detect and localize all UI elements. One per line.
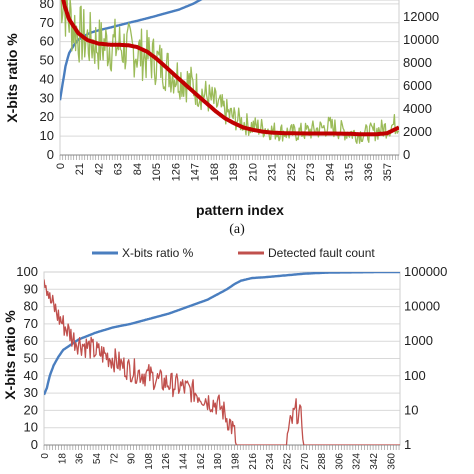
chart-a-x-tick-label: 42: [93, 163, 105, 175]
chart-b-x-tick-label: 36: [75, 453, 86, 465]
chart-b-y2-tick-label: 100000: [404, 264, 447, 279]
chart-a-x-tick-label: 315: [344, 163, 356, 181]
chart-b-x-tick-label: 216: [248, 453, 259, 470]
chart-b-y-tick-label: 10: [24, 420, 38, 435]
chart-a-y2-tick-label: 0: [403, 147, 410, 162]
legend-label-fault: Detected fault count: [268, 246, 375, 260]
chart-a-y-ticks: 0 10 20 30 40 50 60 70 80: [40, 0, 54, 162]
chart-b-y-tick-label: 100: [16, 264, 38, 279]
chart-b-x-tick-label: 360: [386, 453, 397, 470]
chart-a-x-tick-label: 126: [170, 163, 182, 181]
chart-a-y-tick-label: 10: [40, 128, 54, 143]
chart-b-x-tick-label: 18: [57, 453, 68, 465]
chart-b-y-axis-label: X-bits ratio %: [2, 310, 18, 400]
chart-a-series-2-line: [61, 0, 399, 137]
chart-b-x-tick-label: 0: [40, 453, 51, 459]
chart-b-y-tick-label: 0: [31, 437, 38, 452]
chart-b-y2-ticks: 1 10 100 1000 10000 100000: [404, 264, 447, 452]
chart-b-series-0-line: [44, 272, 400, 396]
chart-b-y-ticks: 0 10 20 30 40 50 60 70 80 90 100: [16, 264, 38, 452]
chart-b-x-tick-label: 270: [300, 453, 311, 470]
chart-a-x-tick-label: 252: [286, 163, 298, 181]
chart-b-y2-tick-label: 100: [404, 368, 426, 383]
chart-b-y2-tick-label: 1000: [404, 333, 433, 348]
chart-b-series: [44, 272, 400, 445]
chart-a-x-tick-label: 231: [267, 163, 279, 181]
chart-a-x-tick-label: 147: [190, 163, 202, 181]
chart-a-y2-tick-label: 14000: [403, 0, 439, 1]
chart-a-y-tick-label: 60: [40, 34, 54, 49]
legend-label-xbits: X-bits ratio %: [122, 246, 194, 260]
chart-b-y-tick-label: 70: [24, 316, 38, 331]
chart-b-x-tick-label: 324: [352, 453, 363, 470]
chart-b-y-tick-label: 30: [24, 385, 38, 400]
chart-b-grid: [44, 271, 400, 446]
chart-a-x-tick-label: 336: [363, 163, 375, 181]
chart-b-x-ticks: 0 18 36 54 72 90 108 126 144 162 180 198 216 234 252 27…: [40, 444, 400, 470]
chart-b-y2-tick-label: 10000: [404, 299, 440, 314]
chart-a-caption: (a): [229, 222, 245, 237]
chart-a-y-tick-label: 70: [40, 15, 54, 30]
chart-b-y-tick-label: 20: [24, 402, 38, 417]
chart-a-x-axis-label: pattern index: [196, 202, 284, 218]
chart-a-x-ticks: 0 21 42 63 84 105 126 147 168 189 210 231 252 273 294 3…: [55, 154, 399, 181]
chart-a: 0 10 20 30 40 50 60 70 80 0 2000 4000 6000 8000 10000…: [4, 0, 439, 237]
chart-b-y2-tick-label: 1: [404, 437, 411, 452]
chart-b-x-tick-label: 288: [317, 453, 328, 470]
chart-b-x-tick-label: 306: [334, 453, 345, 470]
chart-b-x-tick-label: 198: [231, 453, 242, 470]
chart-a-y2-tick-label: 4000: [403, 101, 432, 116]
chart-b-y-tick-label: 60: [24, 333, 38, 348]
chart-a-x-tick-label: 168: [209, 163, 221, 181]
chart-a-y2-tick-label: 10000: [403, 32, 439, 47]
chart-a-x-tick-label: 84: [132, 163, 144, 175]
chart-b-x-tick-label: 72: [109, 453, 120, 465]
chart-a-x-tick-label: 273: [305, 163, 317, 181]
chart-b-y-tick-label: 50: [24, 351, 38, 366]
chart-b-y-tick-label: 90: [24, 281, 38, 296]
chart-a-x-tick-label: 357: [382, 163, 394, 181]
chart-b-y-tick-label: 40: [24, 368, 38, 383]
chart-a-y2-tick-label: 6000: [403, 78, 432, 93]
chart-a-x-tick-label: 294: [324, 163, 336, 181]
chart-b-series-1-line: [44, 279, 400, 445]
chart-a-y-axis-label: X-bits ratio %: [4, 33, 20, 123]
chart-a-y2-tick-label: 12000: [403, 9, 439, 24]
chart-a-x-tick-label: 189: [228, 163, 240, 181]
chart-a-y-tick-label: 20: [40, 109, 54, 124]
chart-b-x-tick-label: 108: [144, 453, 155, 470]
chart-b-y2-tick-label: 10: [404, 402, 418, 417]
chart-a-grid: [60, 3, 399, 156]
chart-b-x-tick-label: 144: [179, 453, 190, 470]
chart-a-x-tick-label: 0: [55, 163, 67, 169]
chart-a-y-tick-label: 50: [40, 53, 54, 68]
chart-a-y2-tick-label: 2000: [403, 124, 432, 139]
chart-b-x-tick-label: 162: [196, 453, 207, 470]
chart-a-y-tick-label: 40: [40, 71, 54, 86]
chart-a-y2-tick-label: 8000: [403, 55, 432, 70]
chart-b-x-tick-label: 54: [92, 453, 103, 465]
chart-b-x-tick-label: 342: [369, 453, 380, 470]
chart-a-x-tick-label: 105: [151, 163, 163, 181]
chart-b-x-tick-label: 126: [161, 453, 172, 470]
chart-a-y2-ticks: 0 2000 4000 6000 8000 10000 12000 14000: [403, 0, 439, 162]
chart-a-x-tick-label: 210: [247, 163, 259, 181]
chart-a-y-tick-label: 0: [47, 147, 54, 162]
chart-a-y-tick-label: 80: [40, 0, 54, 11]
chart-a-series: [60, 0, 399, 144]
chart-b-x-tick-label: 234: [265, 453, 276, 470]
chart-a-x-tick-label: 63: [113, 163, 125, 175]
chart-b-x-tick-label: 90: [127, 453, 138, 465]
chart-b-x-tick-label: 252: [282, 453, 293, 470]
chart-b-x-tick-label: 180: [213, 453, 224, 470]
chart-a-y-tick-label: 30: [40, 90, 54, 105]
chart-a-series-1-line: [60, 0, 399, 144]
chart-b-y-tick-label: 80: [24, 299, 38, 314]
chart-a-x-tick-label: 21: [74, 163, 86, 175]
chart-b-legend: X-bits ratio % Detected fault count: [92, 246, 375, 260]
